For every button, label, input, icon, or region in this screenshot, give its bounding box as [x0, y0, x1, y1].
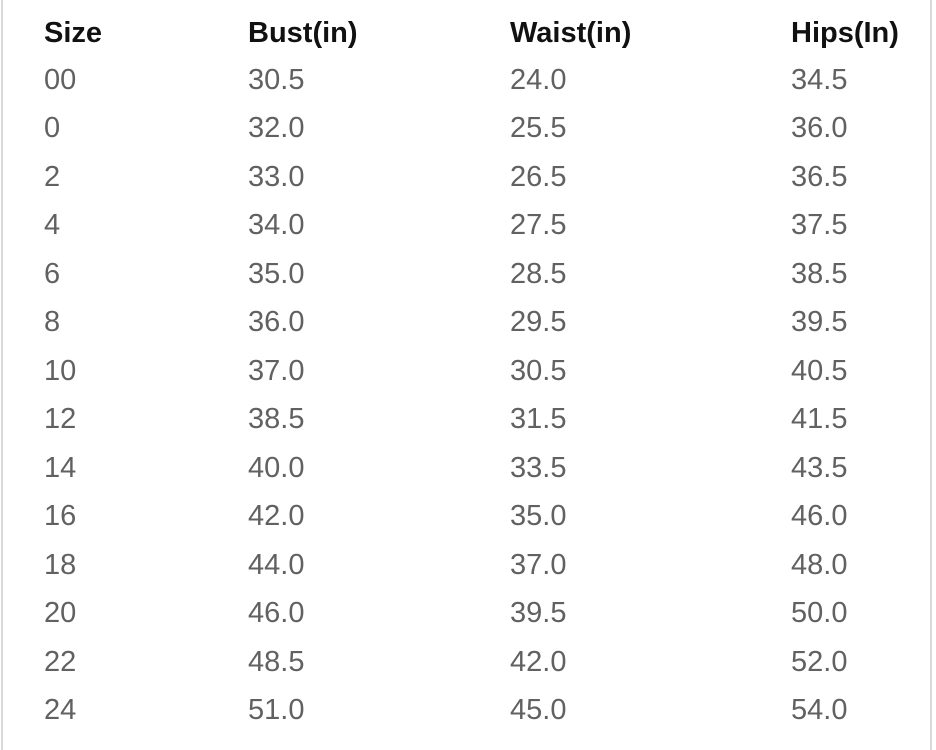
- cell-bust: 40.0: [248, 451, 305, 484]
- cell-waist: 26.5: [510, 160, 567, 193]
- cell-bust: 44.0: [248, 548, 305, 581]
- cell-waist: 30.5: [510, 354, 567, 387]
- cell-bust: 51.0: [248, 694, 305, 727]
- cell-size: 22: [44, 645, 77, 678]
- cell-size: 10: [44, 354, 77, 387]
- cell-waist: 42.0: [510, 645, 567, 678]
- table-row: 14 40.0 33.5 43.5: [3, 444, 930, 493]
- cell-waist: 31.5: [510, 403, 567, 436]
- size-chart-table: Size Bust(in) Waist(in) Hips(In) 00 30.5 2…: [3, 10, 930, 735]
- cell-size: 16: [44, 500, 77, 533]
- table-row: 22 48.5 42.0 52.0: [3, 638, 930, 687]
- cell-size: 18: [44, 548, 77, 581]
- cell-size: 12: [44, 403, 77, 436]
- column-header-hips: Hips(In): [791, 16, 899, 49]
- table-row: 18 44.0 37.0 48.0: [3, 541, 930, 590]
- cell-hips: 38.5: [791, 257, 848, 290]
- cell-bust: 30.5: [248, 63, 305, 96]
- column-header-size: Size: [44, 16, 103, 49]
- cell-hips: 39.5: [791, 306, 848, 339]
- table-row: 16 42.0 35.0 46.0: [3, 493, 930, 542]
- cell-hips: 54.0: [791, 694, 848, 727]
- cell-waist: 33.5: [510, 451, 567, 484]
- cell-hips: 36.0: [791, 112, 848, 145]
- cell-size: 00: [44, 63, 77, 96]
- table-row: 10 37.0 30.5 40.5: [3, 347, 930, 396]
- cell-waist: 25.5: [510, 112, 567, 145]
- cell-bust: 38.5: [248, 403, 305, 436]
- cell-bust: 48.5: [248, 645, 305, 678]
- cell-hips: 40.5: [791, 354, 848, 387]
- cell-size: 4: [44, 209, 61, 242]
- cell-waist: 37.0: [510, 548, 567, 581]
- table-row: 8 36.0 29.5 39.5: [3, 299, 930, 348]
- column-header-bust: Bust(in): [248, 16, 358, 49]
- cell-waist: 24.0: [510, 63, 567, 96]
- cell-size: 14: [44, 451, 77, 484]
- cell-hips: 48.0: [791, 548, 848, 581]
- cell-waist: 27.5: [510, 209, 567, 242]
- cell-bust: 34.0: [248, 209, 305, 242]
- table-row: 6 35.0 28.5 38.5: [3, 250, 930, 299]
- header-row: Size Bust(in) Waist(in) Hips(In): [3, 10, 930, 56]
- cell-bust: 37.0: [248, 354, 305, 387]
- cell-size: 2: [44, 160, 61, 193]
- cell-bust: 42.0: [248, 500, 305, 533]
- cell-waist: 35.0: [510, 500, 567, 533]
- cell-waist: 39.5: [510, 597, 567, 630]
- table-row: 24 51.0 45.0 54.0: [3, 687, 930, 736]
- cell-hips: 34.5: [791, 63, 848, 96]
- cell-hips: 41.5: [791, 403, 848, 436]
- cell-hips: 43.5: [791, 451, 848, 484]
- cell-size: 8: [44, 306, 61, 339]
- cell-bust: 46.0: [248, 597, 305, 630]
- cell-hips: 46.0: [791, 500, 848, 533]
- table-header: Size Bust(in) Waist(in) Hips(In): [3, 10, 930, 56]
- cell-hips: 52.0: [791, 645, 848, 678]
- cell-hips: 37.5: [791, 209, 848, 242]
- cell-size: 6: [44, 257, 61, 290]
- cell-size: 24: [44, 694, 77, 727]
- cell-waist: 28.5: [510, 257, 567, 290]
- column-header-waist: Waist(in): [510, 16, 632, 49]
- cell-size: 20: [44, 597, 77, 630]
- cell-bust: 36.0: [248, 306, 305, 339]
- cell-bust: 32.0: [248, 112, 305, 145]
- cell-hips: 50.0: [791, 597, 848, 630]
- table-row: 00 30.5 24.0 34.5: [3, 56, 930, 105]
- table-row: 20 46.0 39.5 50.0: [3, 590, 930, 639]
- table-row: 0 32.0 25.5 36.0: [3, 105, 930, 154]
- cell-bust: 35.0: [248, 257, 305, 290]
- table-body: 00 30.5 24.0 34.5 0 32.0 25.5 36.0 2 33.0 26.5 36.5…: [3, 56, 930, 735]
- table-row: 4 34.0 27.5 37.5: [3, 202, 930, 251]
- table-row: 2 33.0 26.5 36.5: [3, 153, 930, 202]
- cell-hips: 36.5: [791, 160, 848, 193]
- table-row: 12 38.5 31.5 41.5: [3, 396, 930, 445]
- cell-waist: 45.0: [510, 694, 567, 727]
- cell-size: 0: [44, 112, 61, 145]
- cell-bust: 33.0: [248, 160, 305, 193]
- cell-waist: 29.5: [510, 306, 567, 339]
